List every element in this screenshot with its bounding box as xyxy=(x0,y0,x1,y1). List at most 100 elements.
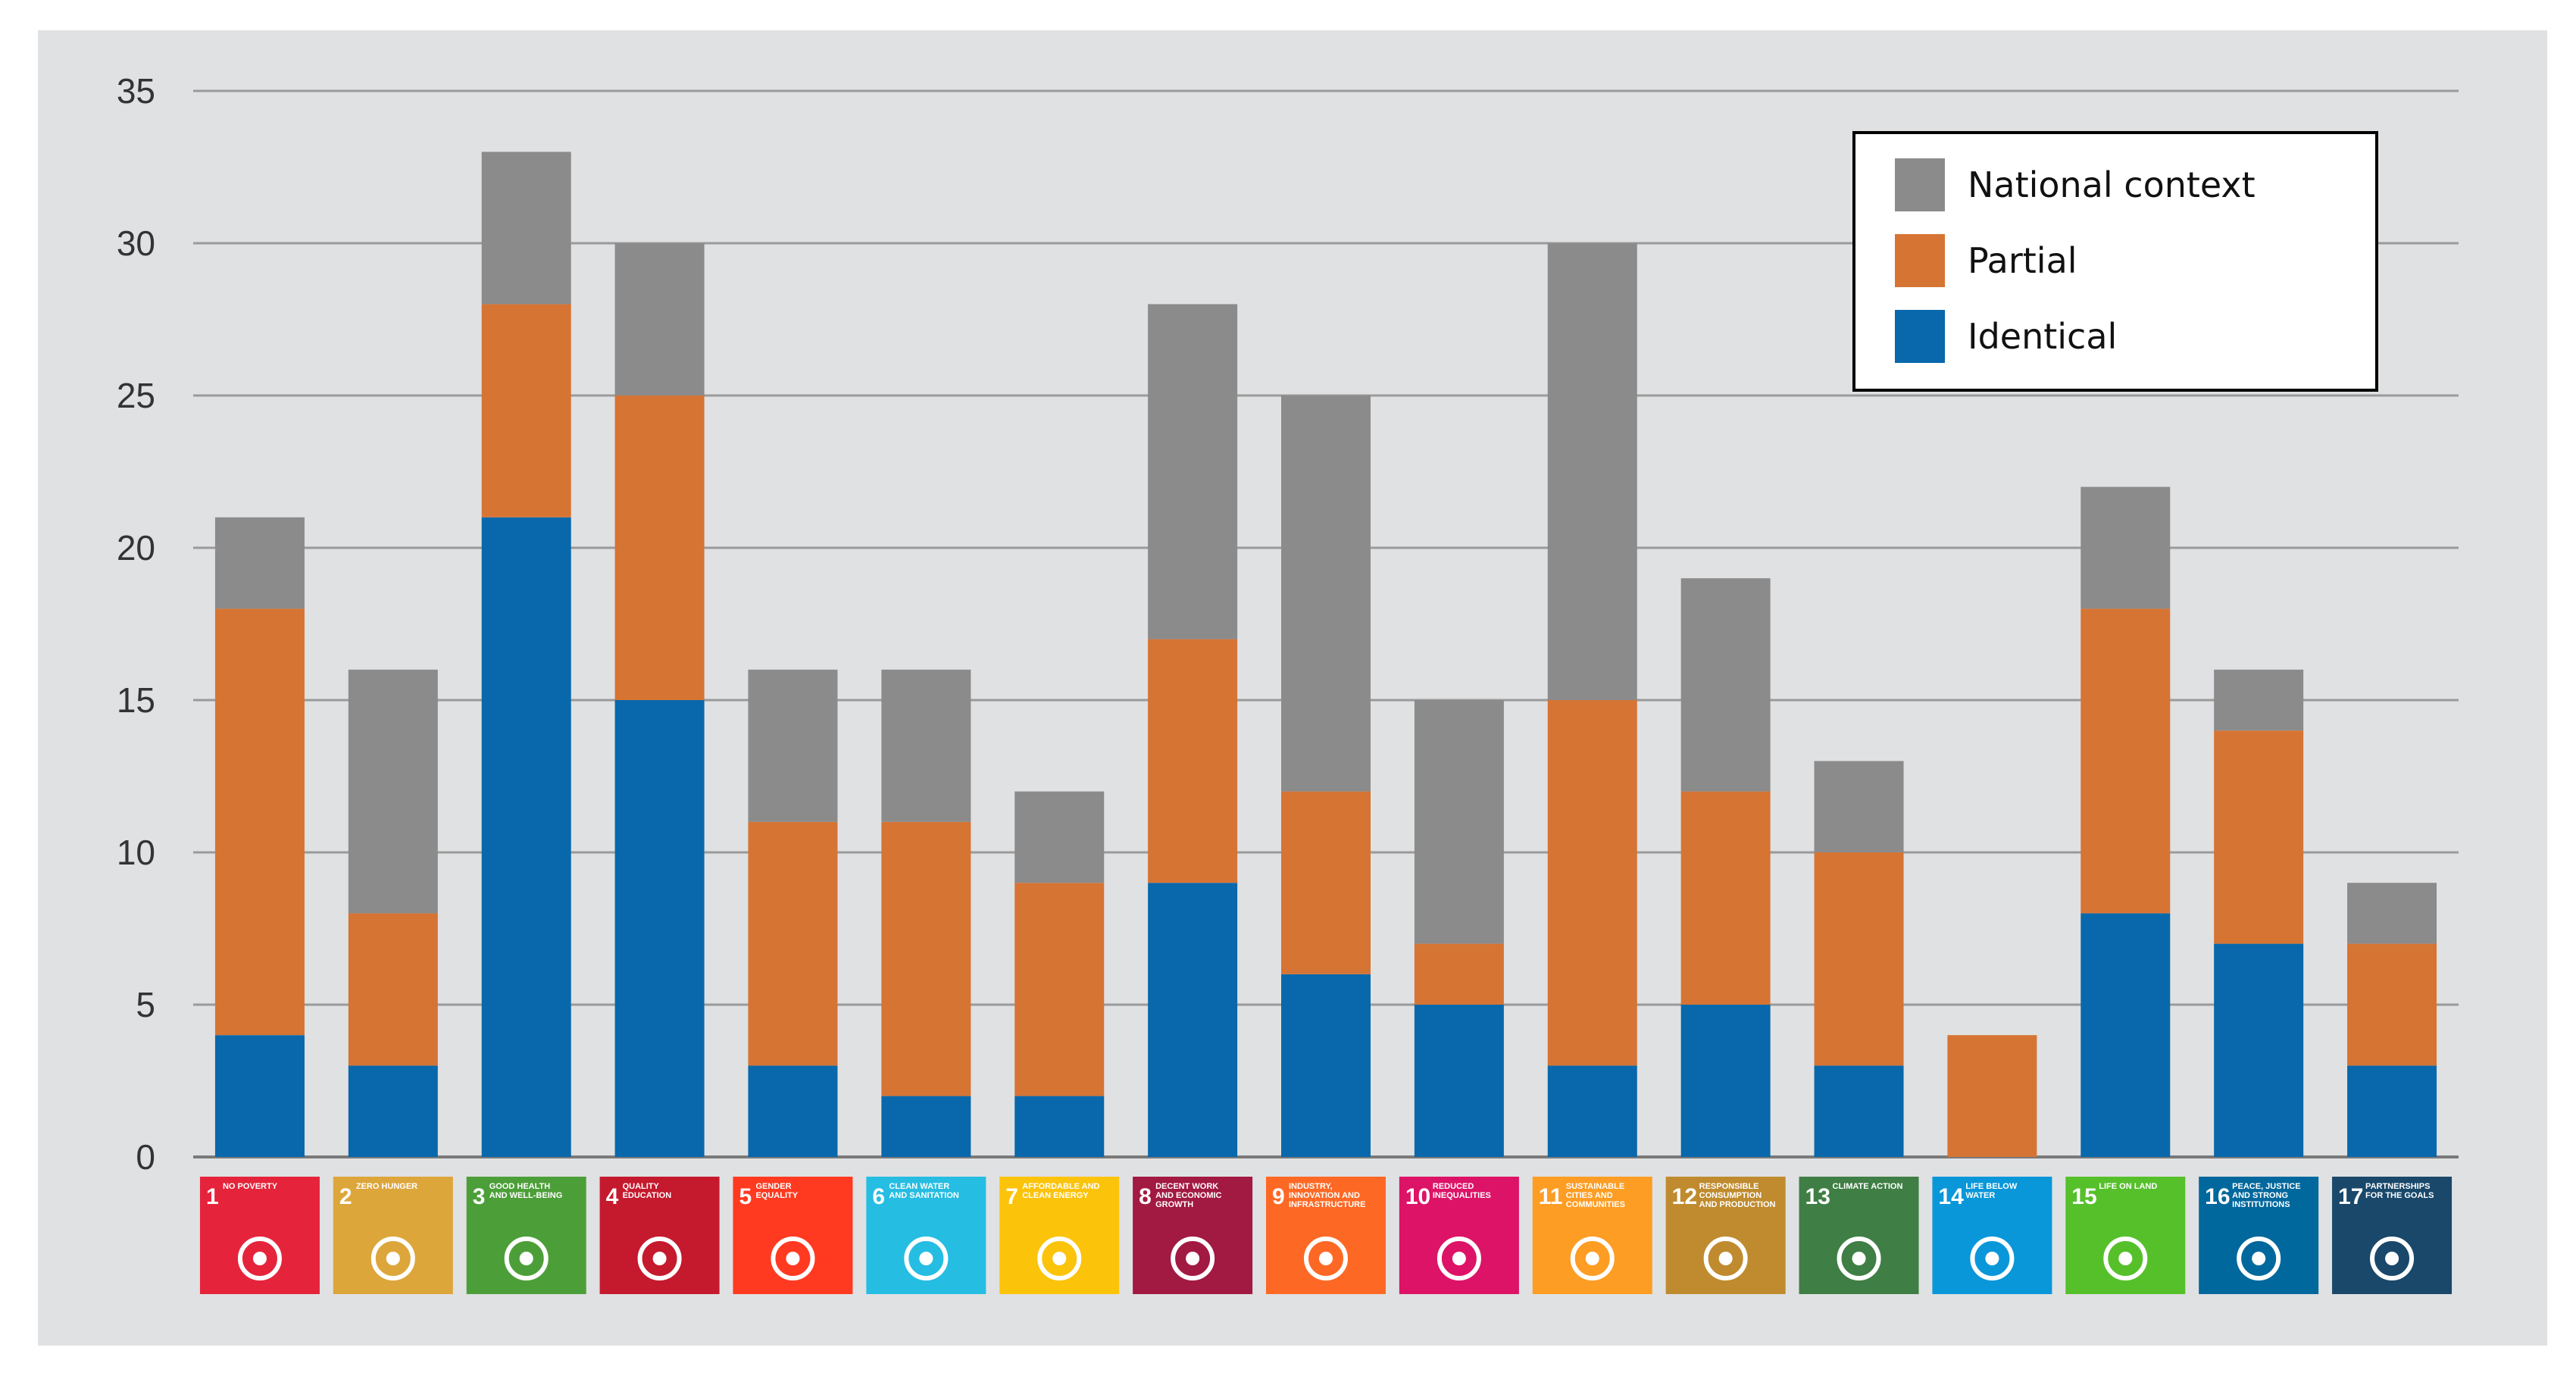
bar-segment-identical xyxy=(1547,1065,1637,1157)
bar-segment-national-context xyxy=(2347,883,2437,944)
legend-swatch-partial xyxy=(1895,234,1945,287)
goal-emblem xyxy=(504,1237,549,1280)
y-tick-label: 30 xyxy=(117,224,155,263)
goal-emblem xyxy=(370,1237,415,1280)
goal-title: INDUSTRY, xyxy=(1289,1182,1333,1191)
bar-segment-partial xyxy=(1547,700,1637,1066)
goal-emblem-dot xyxy=(1319,1252,1333,1265)
bar-segment-identical xyxy=(881,1096,971,1157)
goal-number: 5 xyxy=(739,1184,752,1209)
bar-segment-identical xyxy=(1148,883,1238,1157)
goal-title: INSTITUTIONS xyxy=(2232,1200,2290,1209)
goal-number: 8 xyxy=(1139,1184,1152,1209)
goal-emblem-dot xyxy=(386,1252,400,1265)
goal-emblem-dot xyxy=(1186,1252,1200,1265)
goal-number: 2 xyxy=(339,1184,352,1209)
goal-emblem xyxy=(1837,1237,1881,1280)
goal-tile xyxy=(1799,1177,1919,1294)
goal-tile xyxy=(999,1177,1120,1294)
bar-segment-identical xyxy=(348,1065,438,1157)
goal-emblem-dot xyxy=(1452,1252,1466,1265)
bar-segment-national-context xyxy=(748,669,838,822)
goal-emblem-dot xyxy=(2118,1252,2133,1265)
goal-tile xyxy=(2065,1177,2186,1294)
goal-tile xyxy=(1266,1177,1386,1294)
y-tick-label: 20 xyxy=(117,528,155,567)
goal-number: 15 xyxy=(2071,1184,2096,1209)
goal-title: CLIMATE ACTION xyxy=(1833,1182,1903,1191)
goal-number: 7 xyxy=(1005,1184,1018,1209)
bar-segment-partial xyxy=(1148,639,1238,883)
goal-emblem xyxy=(2103,1237,2148,1280)
sdg-goal-2-icon: 2 ZERO HUNGER xyxy=(333,1177,453,1294)
bar-segment-national-context xyxy=(1680,578,1771,792)
goal-emblem-dot xyxy=(252,1252,267,1265)
legend-item-partial: Partial xyxy=(1895,234,2077,287)
goal-tile xyxy=(1665,1177,1786,1294)
bar-segment-identical xyxy=(2347,1065,2437,1157)
goal-title: AFFORDABLE AND xyxy=(1022,1182,1099,1191)
goal-emblem xyxy=(1171,1237,1215,1280)
legend-swatch-identical xyxy=(1895,310,1945,363)
y-tick-label: 25 xyxy=(117,376,155,415)
goal-tile xyxy=(466,1177,586,1294)
goal-emblem xyxy=(1570,1237,1615,1280)
goal-emblem-dot xyxy=(652,1252,667,1265)
goal-title: ZERO HUNGER xyxy=(356,1182,417,1191)
goal-emblem xyxy=(637,1237,682,1280)
bars xyxy=(214,152,2437,1157)
goal-emblem-dot xyxy=(1052,1252,1067,1265)
bar-segment-identical xyxy=(1680,1005,1771,1157)
legend: National context Partial Identical xyxy=(1852,131,2378,392)
y-tick-label: 15 xyxy=(117,680,155,720)
bar-segment-national-context xyxy=(2080,486,2171,609)
y-tick-label: 5 xyxy=(136,985,155,1024)
bar-segment-partial xyxy=(748,821,838,1066)
goal-title: INEQUALITIES xyxy=(1433,1191,1491,1200)
y-tick-label: 10 xyxy=(117,833,155,872)
bar-segment-national-context xyxy=(214,517,305,609)
goal-number: 3 xyxy=(473,1184,486,1209)
bar-segment-identical xyxy=(1281,974,1371,1157)
goal-title: WATER xyxy=(1965,1191,1995,1200)
goal-title: LIFE ON LAND xyxy=(2099,1182,2157,1191)
goal-tile xyxy=(199,1177,320,1294)
goal-number: 10 xyxy=(1405,1184,1430,1209)
bar-segment-identical xyxy=(614,700,705,1157)
goal-emblem-dot xyxy=(1985,1252,1999,1265)
goal-title: AND PRODUCTION xyxy=(1699,1200,1776,1209)
bar-segment-national-context xyxy=(1014,791,1105,883)
goal-emblem xyxy=(771,1237,815,1280)
goal-number: 4 xyxy=(606,1184,619,1209)
bar-segment-national-context xyxy=(481,152,571,305)
bar-segment-partial xyxy=(1680,791,1771,1005)
goal-emblem-dot xyxy=(1852,1252,1866,1265)
bar-segment-partial xyxy=(614,396,705,700)
goal-tile xyxy=(1932,1177,2052,1294)
bar-segment-national-context xyxy=(2214,669,2304,731)
sdg-goal-15-icon: 15 LIFE ON LAND xyxy=(2065,1177,2186,1294)
goal-title: INFRASTRUCTURE xyxy=(1289,1200,1365,1209)
goal-emblem-dot xyxy=(919,1252,933,1265)
bar-segment-identical xyxy=(1814,1065,1904,1157)
goal-tile xyxy=(1133,1177,1253,1294)
goal-emblem-dot xyxy=(2385,1252,2399,1265)
goal-emblem xyxy=(237,1237,282,1280)
bar-segment-partial xyxy=(881,821,971,1096)
goal-tile xyxy=(2332,1177,2453,1294)
goal-title: CLEAN WATER xyxy=(889,1182,949,1191)
goal-emblem-dot xyxy=(1585,1252,1599,1265)
y-tick-label: 0 xyxy=(136,1137,155,1177)
goal-tile xyxy=(733,1177,853,1294)
goal-title: EDUCATION xyxy=(623,1191,672,1200)
bar-segment-partial xyxy=(2347,943,2437,1066)
goal-emblem-dot xyxy=(786,1252,800,1265)
legend-swatch-national-context xyxy=(1895,158,1945,211)
